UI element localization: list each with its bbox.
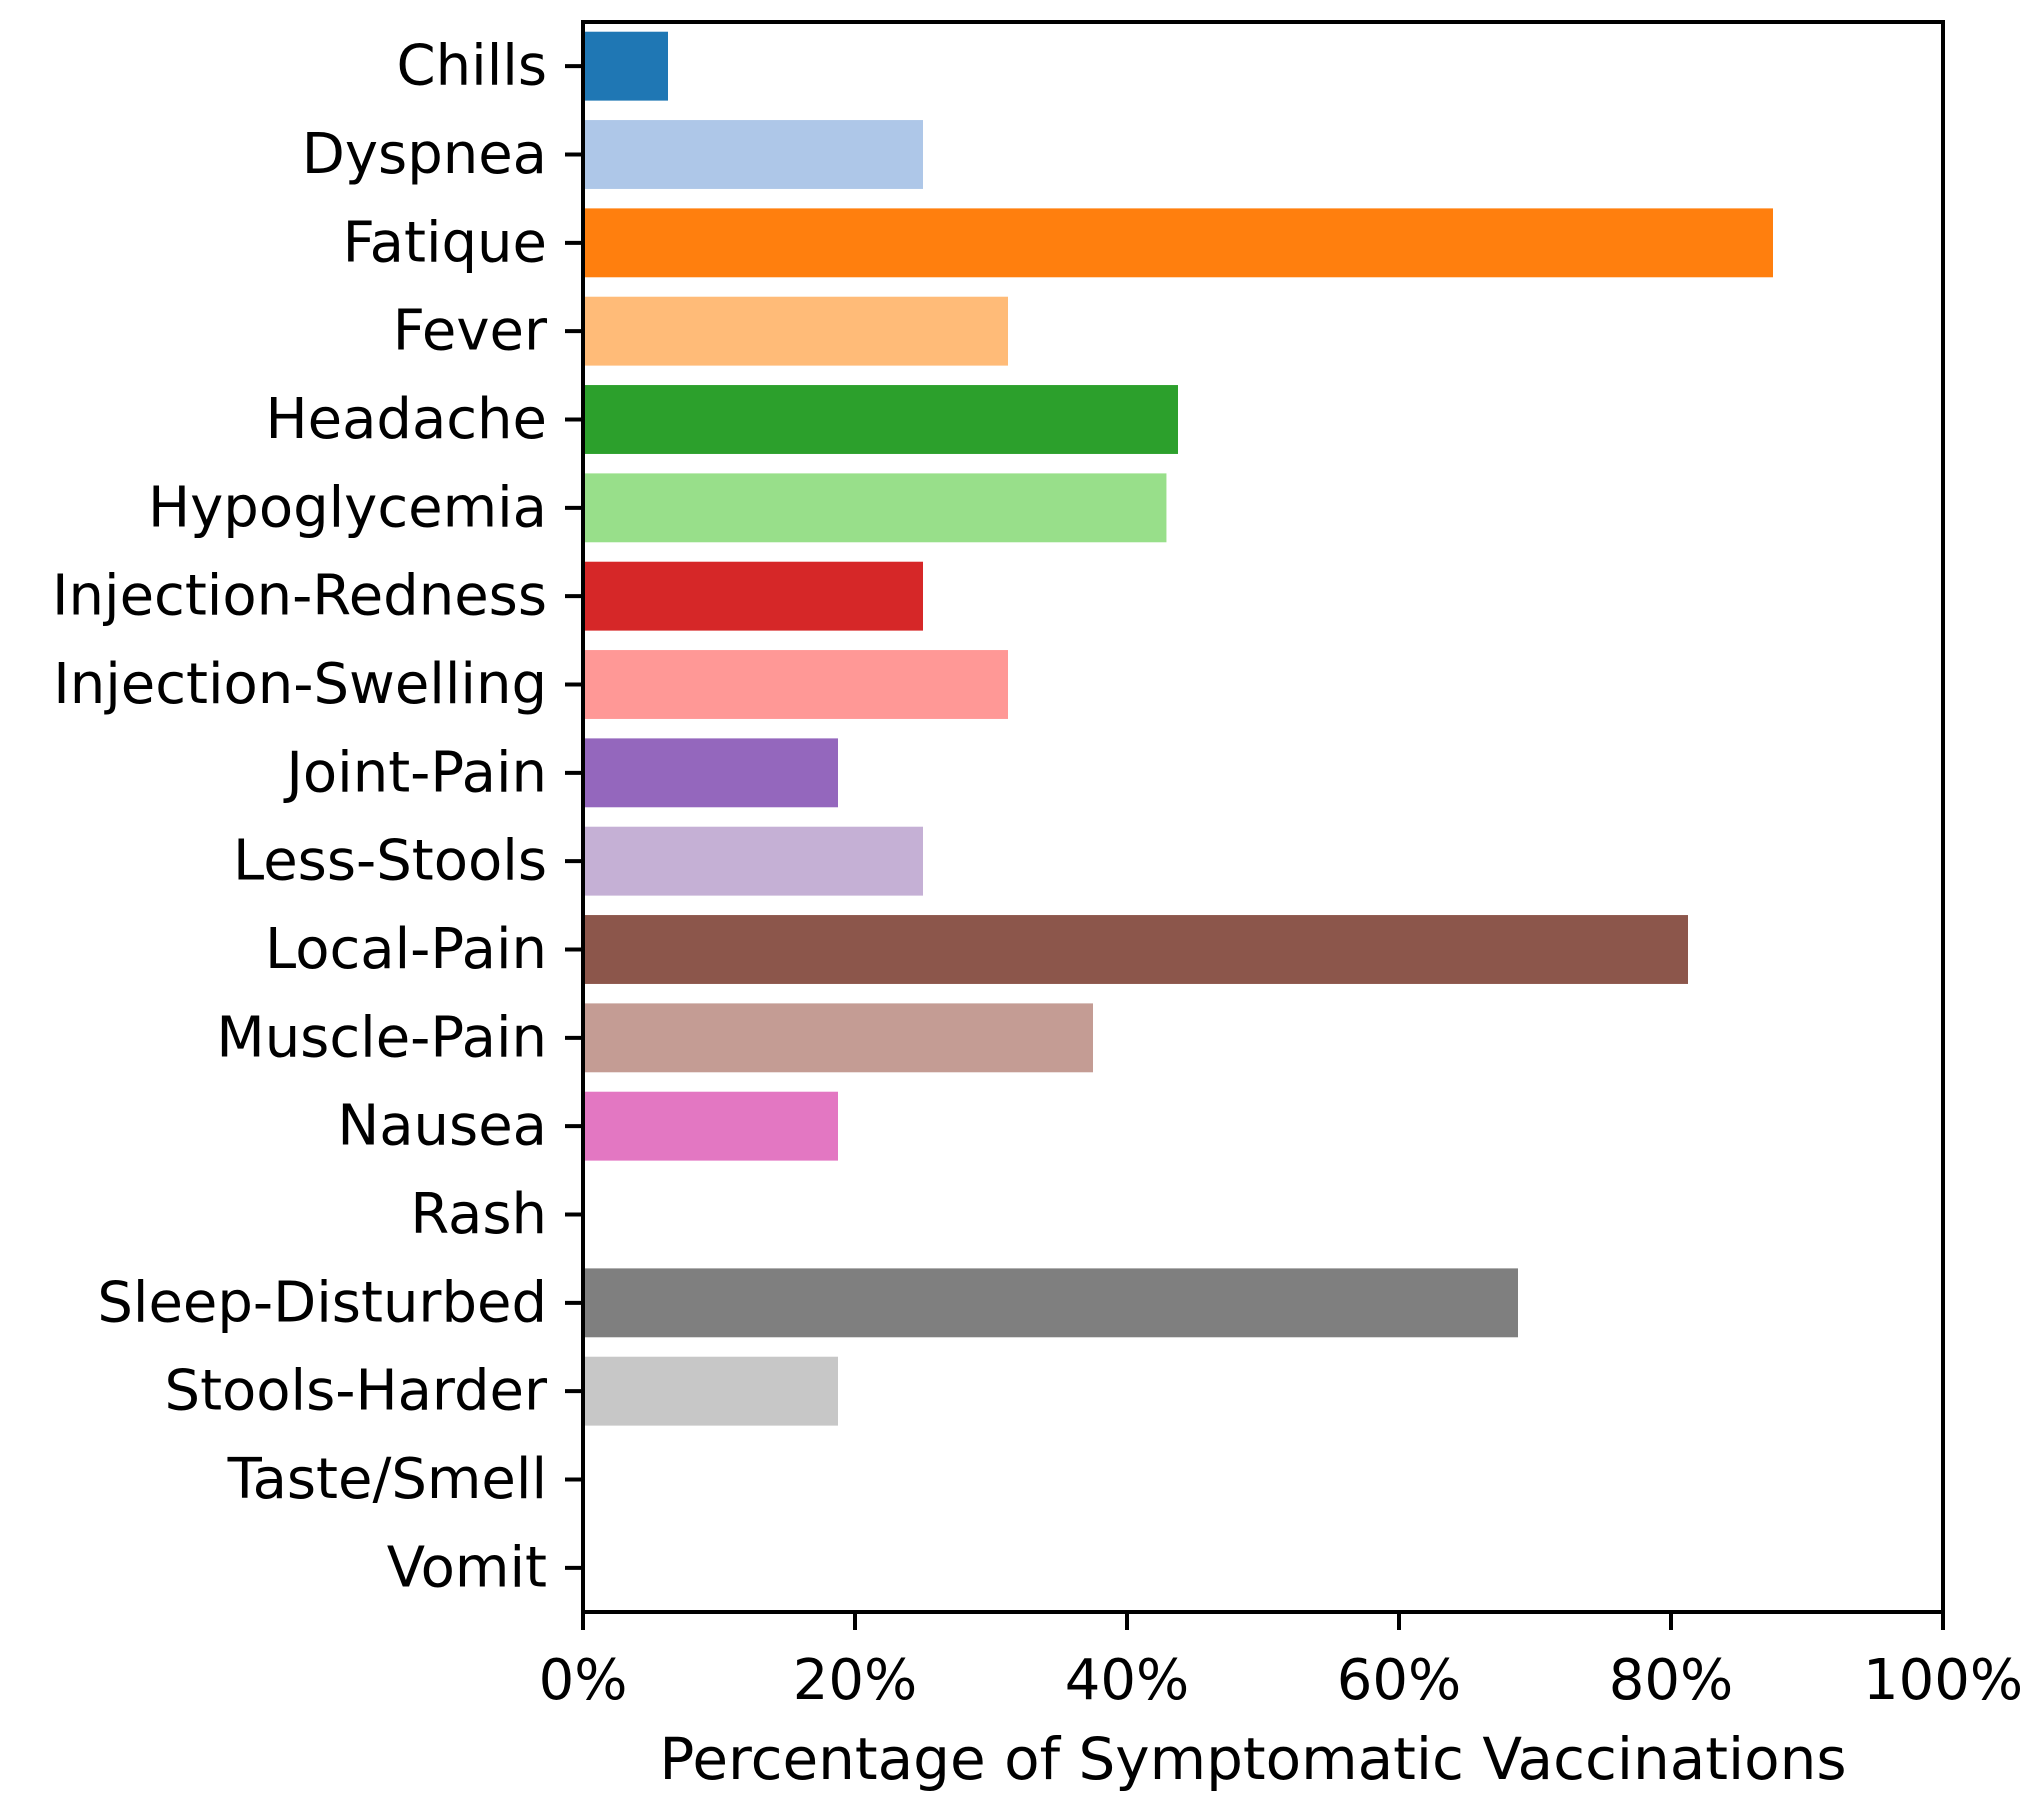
- bar: [583, 826, 923, 896]
- x-axis-ticks: 0% 20% 40% 60% 80% 100%: [539, 1612, 2023, 1713]
- y-tick-label: Rash: [410, 1182, 547, 1247]
- x-tick-label: 20%: [793, 1648, 917, 1713]
- bar: [583, 296, 1008, 366]
- bar: [583, 208, 1773, 278]
- y-tick-label: Dyspnea: [302, 122, 547, 187]
- bar: [583, 120, 923, 189]
- y-tick-label: Sleep-Disturbed: [97, 1270, 547, 1335]
- y-tick-label: Injection-Swelling: [53, 652, 547, 717]
- bar: [583, 738, 838, 808]
- bar: [583, 561, 923, 631]
- x-tick-label: 100%: [1863, 1648, 2023, 1713]
- bar: [583, 31, 668, 101]
- y-tick-label: Hypoglycemia: [148, 475, 547, 540]
- bar: [583, 385, 1178, 454]
- bar: [583, 915, 1688, 984]
- bar: [583, 1003, 1093, 1073]
- x-tick-label: 60%: [1337, 1648, 1461, 1713]
- y-tick-label: Fever: [393, 299, 548, 364]
- y-tick-label: Taste/Smell: [227, 1447, 547, 1512]
- y-tick-label: Muscle-Pain: [216, 1005, 547, 1070]
- bar: [583, 1356, 838, 1426]
- bar: [583, 650, 1008, 719]
- x-tick-label: 40%: [1065, 1648, 1189, 1713]
- bar: [583, 473, 1167, 543]
- plot-frame: [581, 20, 1945, 1614]
- y-tick-label: Nausea: [337, 1094, 547, 1159]
- y-tick-label: Joint-Pain: [283, 740, 547, 805]
- y-tick-label: Local-Pain: [265, 917, 547, 982]
- y-tick-label: Fatique: [343, 210, 547, 275]
- bars-group: [583, 31, 1773, 1426]
- y-tick-label: Less-Stools: [233, 829, 547, 894]
- y-tick-label: Headache: [266, 387, 547, 452]
- y-axis-ticks: Chills Dyspnea Fatique Fever Headache Hypogly…: [52, 34, 583, 1600]
- bar: [583, 1268, 1518, 1338]
- y-tick-label: Injection-Redness: [52, 564, 547, 629]
- y-tick-label: Vomit: [387, 1535, 547, 1600]
- x-tick-label: 80%: [1609, 1648, 1733, 1713]
- y-tick-label: Stools-Harder: [165, 1359, 548, 1424]
- x-tick-label: 0%: [539, 1648, 628, 1713]
- bar: [583, 1091, 838, 1161]
- x-axis-title: Percentage of Symptomatic Vaccinations: [659, 1725, 1846, 1793]
- y-tick-label: Chills: [397, 34, 547, 99]
